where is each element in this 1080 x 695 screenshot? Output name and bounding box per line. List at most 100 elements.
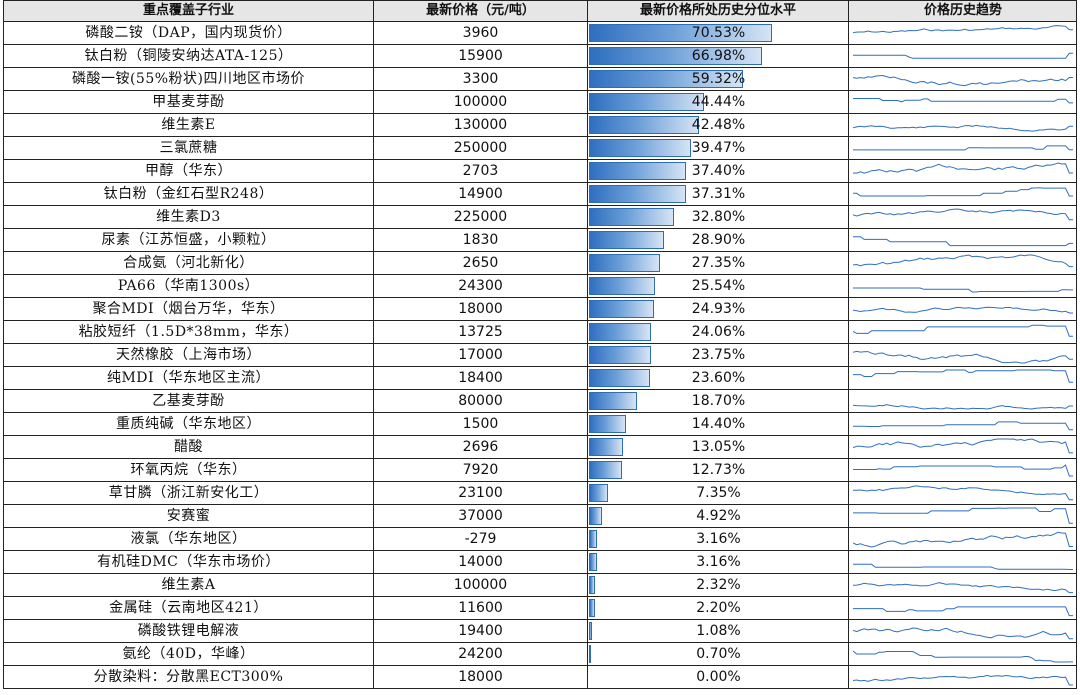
table-row: 钛白粉（金红石型R248） 14900 37.31% [3, 183, 1077, 206]
trend-sparkline [853, 563, 1073, 570]
percentile-bar [589, 231, 664, 249]
row-price: 3300 [374, 68, 588, 90]
percentile-label: 3.16% [696, 531, 741, 547]
table-row: 磷酸二铵（DAP，国内现货价） 3960 70.53% [3, 22, 1077, 45]
row-price: 13725 [374, 321, 588, 343]
percentile-bar [589, 346, 651, 364]
percentile-label: 12.73% [691, 462, 746, 478]
row-trend-cell [849, 551, 1077, 573]
row-percentile-cell: 37.40% [588, 160, 849, 182]
table-row: 聚合MDI（烟台万华，华东） 18000 24.93% [3, 298, 1077, 321]
row-trend-cell [849, 298, 1077, 320]
percentile-label: 59.32% [691, 71, 746, 87]
percentile-bar [589, 553, 598, 571]
percentile-bar [589, 392, 638, 410]
row-price: 24200 [374, 643, 588, 665]
table-row: 粘胶短纤（1.5D*38mm，华东） 13725 24.06% [3, 321, 1077, 344]
header-price: 最新价格（元/吨） [374, 1, 588, 21]
trend-line [853, 485, 1073, 501]
row-percentile-cell: 2.32% [588, 574, 849, 596]
row-price: 14900 [374, 183, 588, 205]
row-percentile-cell: 14.40% [588, 413, 849, 435]
table-row: PA66（华南1300s） 24300 25.54% [3, 275, 1077, 298]
percentile-label: 24.93% [691, 301, 746, 317]
row-trend-cell [849, 22, 1077, 44]
trend-line [853, 404, 1073, 410]
trend-line [853, 369, 1073, 383]
row-percentile-cell: 42.48% [588, 114, 849, 136]
row-percentile-cell: 44.44% [588, 91, 849, 113]
row-trend-cell [849, 528, 1077, 550]
row-name: 环氧丙烷（华东） [4, 459, 374, 481]
row-price: 1500 [374, 413, 588, 435]
row-trend-cell [849, 206, 1077, 228]
row-percentile-cell: 24.93% [588, 298, 849, 320]
row-name: 重质纯碱（华东地区） [4, 413, 374, 435]
percentile-bar [589, 645, 591, 663]
row-trend-cell [849, 183, 1077, 205]
row-percentile-cell: 1.08% [588, 620, 849, 642]
row-price: 2650 [374, 252, 588, 274]
percentile-bar [589, 323, 652, 341]
table-row: 安赛蜜 37000 4.92% [3, 505, 1077, 528]
percentile-label: 0.70% [696, 646, 741, 662]
trend-sparkline [853, 324, 1073, 337]
row-price: 1830 [374, 229, 588, 251]
table-row: 重质纯碱（华东地区） 1500 14.40% [3, 413, 1077, 436]
row-name: 钛白粉（金红石型R248） [4, 183, 374, 205]
trend-sparkline [853, 350, 1073, 364]
percentile-label: 37.40% [691, 163, 746, 179]
percentile-bar [589, 622, 592, 640]
row-price: 37000 [374, 505, 588, 527]
row-price: 250000 [374, 137, 588, 159]
trend-sparkline [853, 627, 1073, 640]
trend-line [853, 650, 1073, 663]
row-name: 粘胶短纤（1.5D*38mm，华东） [4, 321, 374, 343]
percentile-bar [589, 254, 660, 272]
row-trend-cell [849, 344, 1077, 366]
table-row: 合成氨（河北新化） 2650 27.35% [3, 252, 1077, 275]
row-name: 磷酸一铵(55%粉状)四川地区市场价 [4, 68, 374, 90]
percentile-label: 66.98% [691, 48, 746, 64]
row-price: 15900 [374, 45, 588, 67]
percentile-bar [589, 162, 686, 180]
row-price: 3960 [374, 22, 588, 44]
header-trend: 价格历史趋势 [923, 3, 1002, 18]
trend-line [853, 627, 1073, 640]
row-price: 7920 [374, 459, 588, 481]
percentile-label: 42.48% [691, 117, 746, 133]
table-row: 钛白粉（铜陵安纳达ATA-125） 15900 66.98% [3, 45, 1077, 68]
row-name: 液氯（华东地区） [4, 528, 374, 550]
row-percentile-cell: 2.20% [588, 597, 849, 619]
row-trend-cell [849, 413, 1077, 435]
row-percentile-cell: 3.16% [588, 551, 849, 573]
row-name: 甲醇（华东） [4, 160, 374, 182]
trend-sparkline [853, 650, 1073, 663]
percentile-bar [589, 415, 627, 433]
trend-sparkline [853, 674, 1073, 686]
trend-line [853, 25, 1073, 34]
row-price: 130000 [374, 114, 588, 136]
trend-sparkline [853, 582, 1073, 594]
trend-sparkline [853, 145, 1073, 151]
table-row: 尿素（江苏恒盛，小颗粒） 1830 28.90% [3, 229, 1077, 252]
percentile-bar [589, 369, 651, 387]
table-row: 磷酸铁锂电解液 19400 1.08% [3, 620, 1077, 643]
percentile-label: 37.31% [691, 186, 746, 202]
row-percentile-cell: 23.60% [588, 367, 849, 389]
trend-sparkline [853, 162, 1073, 174]
row-name: 维生素E [4, 114, 374, 136]
row-price: 17000 [374, 344, 588, 366]
table-row: 分散染料：分散黑ECT300% 18000 0.00% [3, 666, 1077, 689]
row-percentile-cell: 4.92% [588, 505, 849, 527]
trend-sparkline [853, 421, 1073, 431]
percentile-bar [589, 599, 595, 617]
trend-sparkline [853, 531, 1073, 548]
row-trend-cell [849, 252, 1077, 274]
trend-sparkline [853, 485, 1073, 501]
trend-line [853, 606, 1073, 617]
row-percentile-cell: 3.16% [588, 528, 849, 550]
row-name: 甲基麦芽酚 [4, 91, 374, 113]
row-trend-cell [849, 482, 1077, 504]
row-name: 合成氨（河北新化） [4, 252, 374, 274]
